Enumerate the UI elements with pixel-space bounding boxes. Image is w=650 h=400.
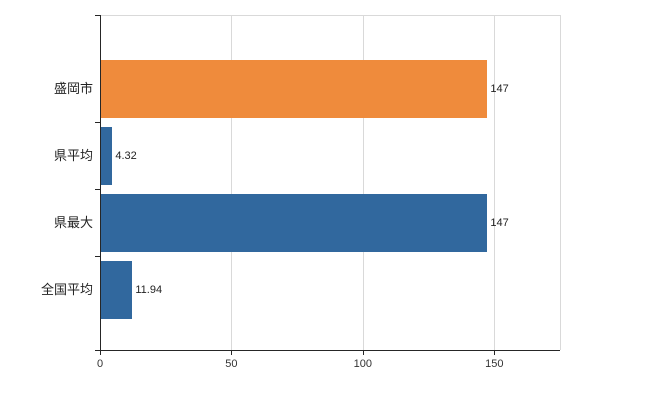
y-axis-line bbox=[100, 15, 101, 351]
plot-border-right bbox=[560, 15, 561, 350]
y-axis-tick bbox=[95, 350, 100, 351]
category-label: 県平均 bbox=[53, 147, 93, 163]
y-axis-tick bbox=[95, 256, 100, 257]
x-tick-label: 150 bbox=[485, 358, 504, 370]
x-tick-label: 100 bbox=[353, 358, 373, 370]
x-axis-tick bbox=[100, 350, 101, 355]
x-tick-label: 0 bbox=[96, 358, 104, 370]
y-axis-tick bbox=[95, 189, 100, 190]
x-axis-line bbox=[100, 350, 560, 351]
gridline bbox=[494, 15, 496, 350]
value-label: 4.32 bbox=[115, 149, 137, 162]
x-axis-tick bbox=[231, 350, 233, 355]
value-label: 11.94 bbox=[135, 283, 163, 296]
gridline bbox=[231, 15, 233, 350]
y-axis-tick bbox=[95, 122, 100, 123]
y-axis-tick bbox=[95, 15, 100, 16]
bar bbox=[101, 59, 488, 118]
x-tick-label: 50 bbox=[225, 358, 238, 370]
bar bbox=[101, 126, 113, 185]
category-label: 盛岡市 bbox=[53, 80, 93, 96]
bar bbox=[101, 193, 488, 252]
gridline bbox=[362, 15, 364, 350]
x-axis-tick bbox=[362, 350, 364, 355]
category-label: 全国平均 bbox=[40, 281, 93, 297]
category-label: 県最大 bbox=[53, 214, 93, 230]
value-label: 147 bbox=[490, 216, 509, 229]
value-label: 147 bbox=[490, 82, 509, 95]
plot-border-top bbox=[100, 15, 560, 16]
x-axis-tick bbox=[494, 350, 496, 355]
bar bbox=[101, 260, 133, 319]
